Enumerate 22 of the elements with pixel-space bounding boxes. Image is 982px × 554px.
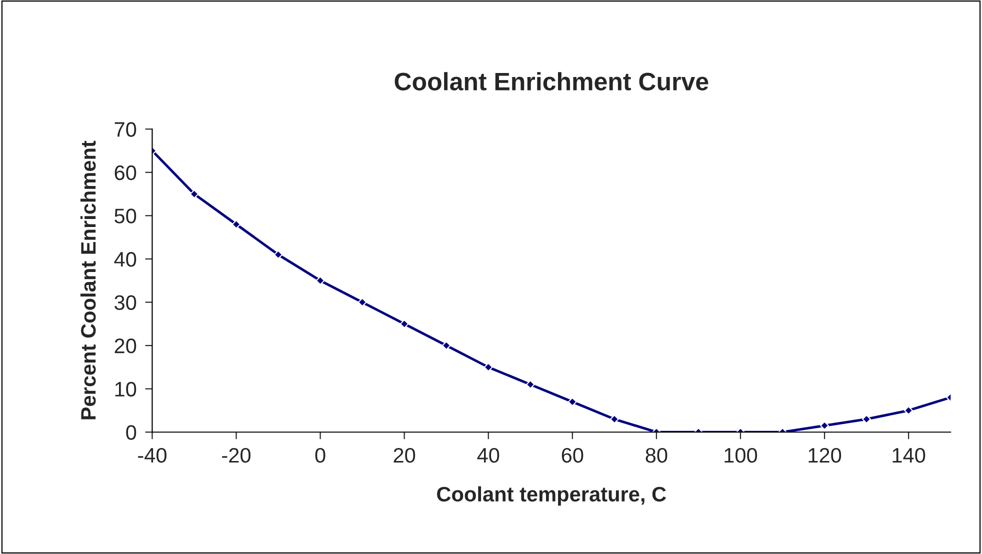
x-tick-label: 0 [315, 448, 326, 463]
x-tick-label: 40 [477, 448, 500, 463]
x-axis-title: Coolant temperature, C [437, 486, 666, 506]
x-tick-label: 20 [394, 448, 416, 463]
y-tick-label: 0 [126, 425, 136, 440]
y-axis-title: Percent Coolant Enrichment [80, 140, 96, 420]
x-tick-label: 100 [724, 448, 758, 463]
x-tick-label: 140 [892, 448, 926, 463]
y-tick-label: 30 [114, 295, 136, 310]
point [442, 341, 451, 350]
chart-title: Coolant Enrichment Curve [394, 72, 708, 90]
y-tick-label: 20 [114, 338, 136, 354]
x-tick-label: 120 [808, 448, 842, 463]
y-tick-label: 70 [114, 122, 136, 137]
x-tick-label: -20 [222, 448, 250, 463]
y-tick-label: 60 [114, 165, 136, 180]
y-tick-label: 50 [114, 208, 136, 224]
x-tick-label: 80 [646, 448, 668, 463]
x-tick-label: 60 [562, 448, 584, 463]
x-tick-label: -40 [138, 448, 166, 463]
y-tick-label: 40 [114, 252, 136, 267]
y-tick-label: 10 [115, 382, 136, 397]
